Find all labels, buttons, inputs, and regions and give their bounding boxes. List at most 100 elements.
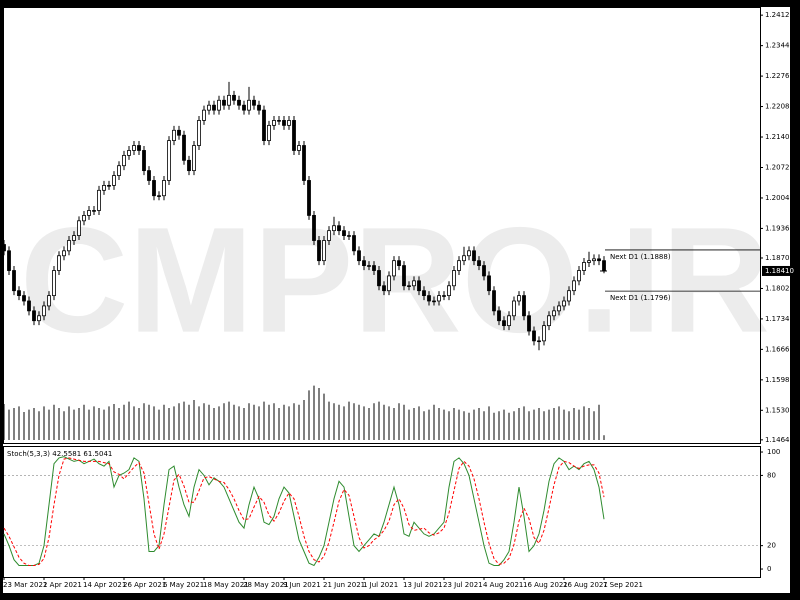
candle-body (132, 145, 136, 151)
candle-body (222, 99, 226, 106)
candle-body (422, 290, 426, 297)
y-tick-label: 1.17340 (765, 315, 794, 323)
candle-body (92, 210, 96, 212)
candle-body (547, 315, 551, 327)
x-tick-label: 9 Jun 2021 (283, 581, 321, 589)
candle-body (217, 99, 221, 111)
candle-body (2, 244, 6, 252)
candle-body (517, 295, 521, 302)
candle-body (202, 109, 206, 121)
candle-body (487, 275, 491, 292)
candle-body (352, 235, 356, 252)
candle-body (52, 270, 56, 297)
candle-body (297, 145, 301, 151)
candle-body (317, 240, 321, 262)
candle-body (82, 215, 86, 222)
y-tick-label: 1.22760 (765, 72, 794, 80)
candle-body (497, 310, 501, 322)
candle-body (187, 159, 191, 172)
candle-body (122, 154, 126, 167)
candle-body (247, 99, 251, 111)
x-tick-label: 6 May 2021 (163, 581, 204, 589)
candle-body (137, 145, 141, 151)
candle-body (322, 240, 326, 262)
candle-body (237, 99, 241, 106)
candle-body (272, 120, 276, 126)
candle-body (27, 300, 31, 312)
candle-body (412, 280, 416, 287)
candle-body (507, 315, 511, 327)
y-tick-label: 20 (767, 542, 776, 550)
candle-body (167, 140, 171, 181)
candle-body (452, 270, 456, 287)
candle-body (182, 134, 186, 161)
candle-body (102, 185, 106, 191)
candle-body (197, 120, 201, 146)
candle-body (227, 94, 231, 106)
candle-body (432, 300, 436, 303)
candle-body (342, 230, 346, 236)
candle-body (602, 260, 606, 272)
candle-body (117, 165, 121, 176)
candle-body (157, 195, 161, 197)
candle-body (192, 145, 196, 172)
y-tick-label: 1.20040 (765, 194, 794, 202)
candle-body (42, 305, 46, 317)
candle-body (12, 270, 16, 292)
candle-body (572, 280, 576, 292)
candle-body (152, 180, 156, 197)
candle-body (437, 295, 441, 302)
candle-body (577, 270, 581, 282)
candle-body (62, 250, 66, 257)
y-tick-label: 0 (767, 565, 771, 573)
last-price-label: 1.18410 (765, 267, 794, 275)
y-tick-label: 80 (767, 471, 776, 479)
candle-body (142, 150, 146, 172)
candle-body (377, 270, 381, 287)
candle-body (232, 94, 236, 101)
candle-body (72, 235, 76, 241)
candle-body (257, 104, 261, 111)
candle-body (357, 250, 361, 262)
candle-body (367, 265, 371, 267)
x-tick-label: 28 May 2021 (243, 581, 289, 589)
x-tick-label: 2 Apr 2021 (43, 581, 82, 589)
candle-body (307, 180, 311, 216)
x-tick-label: 18 May 2021 (203, 581, 249, 589)
candle-body (537, 340, 541, 343)
candle-body (522, 295, 526, 317)
y-tick-label: 100 (767, 448, 780, 456)
y-tick-label: 1.23440 (765, 42, 794, 50)
candle-body (457, 260, 461, 271)
candle-body (277, 120, 281, 122)
y-tick-label: 1.19360 (765, 224, 794, 232)
candle-body (532, 330, 536, 342)
stoch-title: Stoch(5,3,3) 42.5581 61.5041 (7, 450, 112, 458)
candle-body (442, 295, 446, 297)
y-tick-label: 1.21400 (765, 133, 794, 141)
candle-body (282, 120, 286, 126)
candle-body (502, 320, 506, 327)
candle-body (332, 225, 336, 232)
candle-body (212, 104, 216, 111)
x-tick-label: 26 Aug 2021 (563, 581, 608, 589)
candle-body (402, 265, 406, 287)
candle-body (312, 215, 316, 241)
x-tick-label: 23 Jul 2021 (443, 581, 483, 589)
candle-body (67, 240, 71, 252)
y-tick-label: 1.18020 (765, 284, 794, 292)
candle-body (492, 290, 496, 312)
candle-body (112, 175, 116, 186)
stoch-line (3, 457, 605, 566)
candle-body (252, 99, 256, 106)
candle-body (337, 225, 341, 232)
candle-body (382, 285, 386, 292)
candle-body (482, 265, 486, 277)
candle-body (567, 290, 571, 302)
candle-body (472, 250, 476, 262)
candle-body (77, 220, 81, 236)
candle-body (87, 210, 91, 216)
candle-body (147, 170, 151, 181)
last-price-box (762, 265, 792, 276)
